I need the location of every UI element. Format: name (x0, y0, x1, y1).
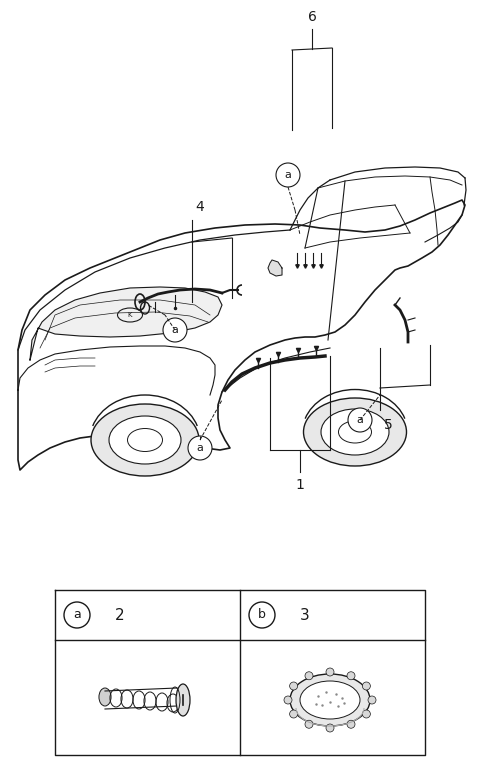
Ellipse shape (321, 409, 389, 455)
Ellipse shape (300, 681, 360, 719)
Circle shape (305, 672, 313, 680)
Text: 1: 1 (296, 478, 304, 492)
Ellipse shape (303, 398, 407, 466)
Text: a: a (197, 443, 204, 453)
Polygon shape (18, 200, 465, 470)
Text: 2: 2 (115, 607, 125, 623)
Circle shape (289, 682, 298, 690)
Circle shape (249, 602, 275, 628)
Circle shape (284, 696, 292, 704)
Circle shape (347, 720, 355, 728)
Ellipse shape (290, 674, 370, 726)
Circle shape (305, 720, 313, 728)
Text: b: b (258, 608, 266, 621)
Text: a: a (285, 170, 291, 180)
Circle shape (276, 163, 300, 187)
Circle shape (326, 724, 334, 732)
Ellipse shape (109, 416, 181, 464)
Polygon shape (30, 287, 222, 360)
Circle shape (64, 602, 90, 628)
Text: 5: 5 (384, 418, 392, 432)
Text: K: K (128, 312, 132, 318)
Circle shape (348, 408, 372, 432)
Text: a: a (73, 608, 81, 621)
Text: 3: 3 (300, 607, 310, 623)
Ellipse shape (99, 688, 111, 706)
Polygon shape (268, 260, 282, 276)
Circle shape (289, 710, 298, 718)
Circle shape (368, 696, 376, 704)
Circle shape (163, 318, 187, 342)
Text: a: a (357, 415, 363, 425)
Text: 4: 4 (196, 200, 204, 214)
Text: a: a (171, 325, 179, 335)
Text: 6: 6 (308, 10, 316, 24)
Circle shape (362, 710, 371, 718)
Circle shape (347, 672, 355, 680)
Ellipse shape (91, 404, 199, 476)
Ellipse shape (176, 684, 190, 716)
Circle shape (362, 682, 371, 690)
Circle shape (188, 436, 212, 460)
Circle shape (326, 668, 334, 676)
